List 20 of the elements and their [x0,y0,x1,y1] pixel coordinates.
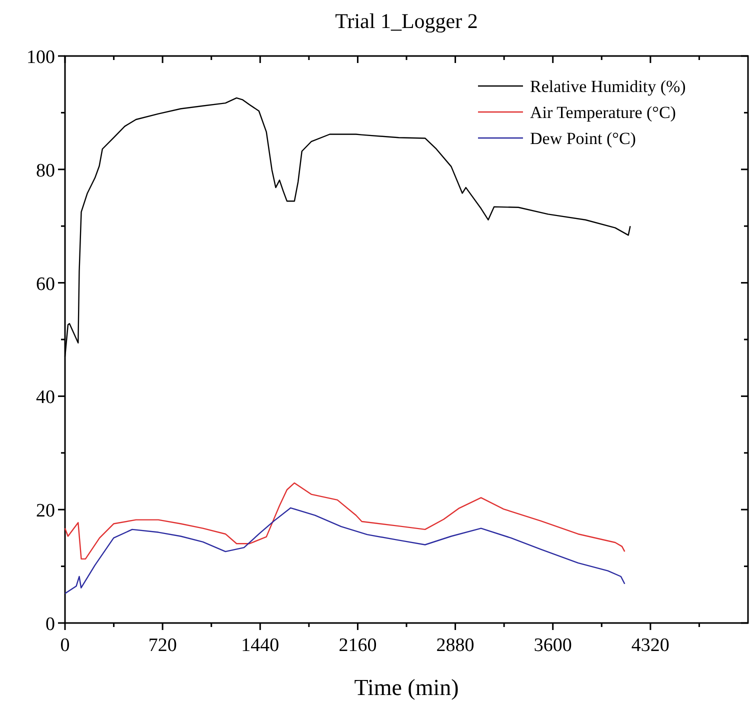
line-series [64,507,626,594]
x-tick-label: 0 [60,635,70,656]
line-series [64,482,626,560]
y-tick-label: 60 [36,274,55,295]
y-tick-label: 80 [36,160,55,182]
chart-title: Trial 1_Logger 2 [335,9,478,33]
x-tick-label: 720 [148,635,177,656]
x-axis-title: Time (min) [354,675,459,700]
x-tick-label: 2880 [436,635,474,656]
x-tick-label: 1440 [241,635,280,656]
y-tick-label: 100 [26,47,55,68]
y-tick-label: 40 [36,387,55,408]
x-tick-label: 3600 [534,635,572,656]
legend-label: Air Temperature (°C) [530,103,676,122]
y-tick-label: 20 [36,500,55,522]
legend-label: Dew Point (°C) [530,129,636,148]
x-tick-label: 2160 [338,635,377,656]
x-tick-label: 4320 [631,635,670,656]
legend-label: Relative Humidity (%) [530,77,686,96]
y-tick-label: 0 [46,614,55,635]
